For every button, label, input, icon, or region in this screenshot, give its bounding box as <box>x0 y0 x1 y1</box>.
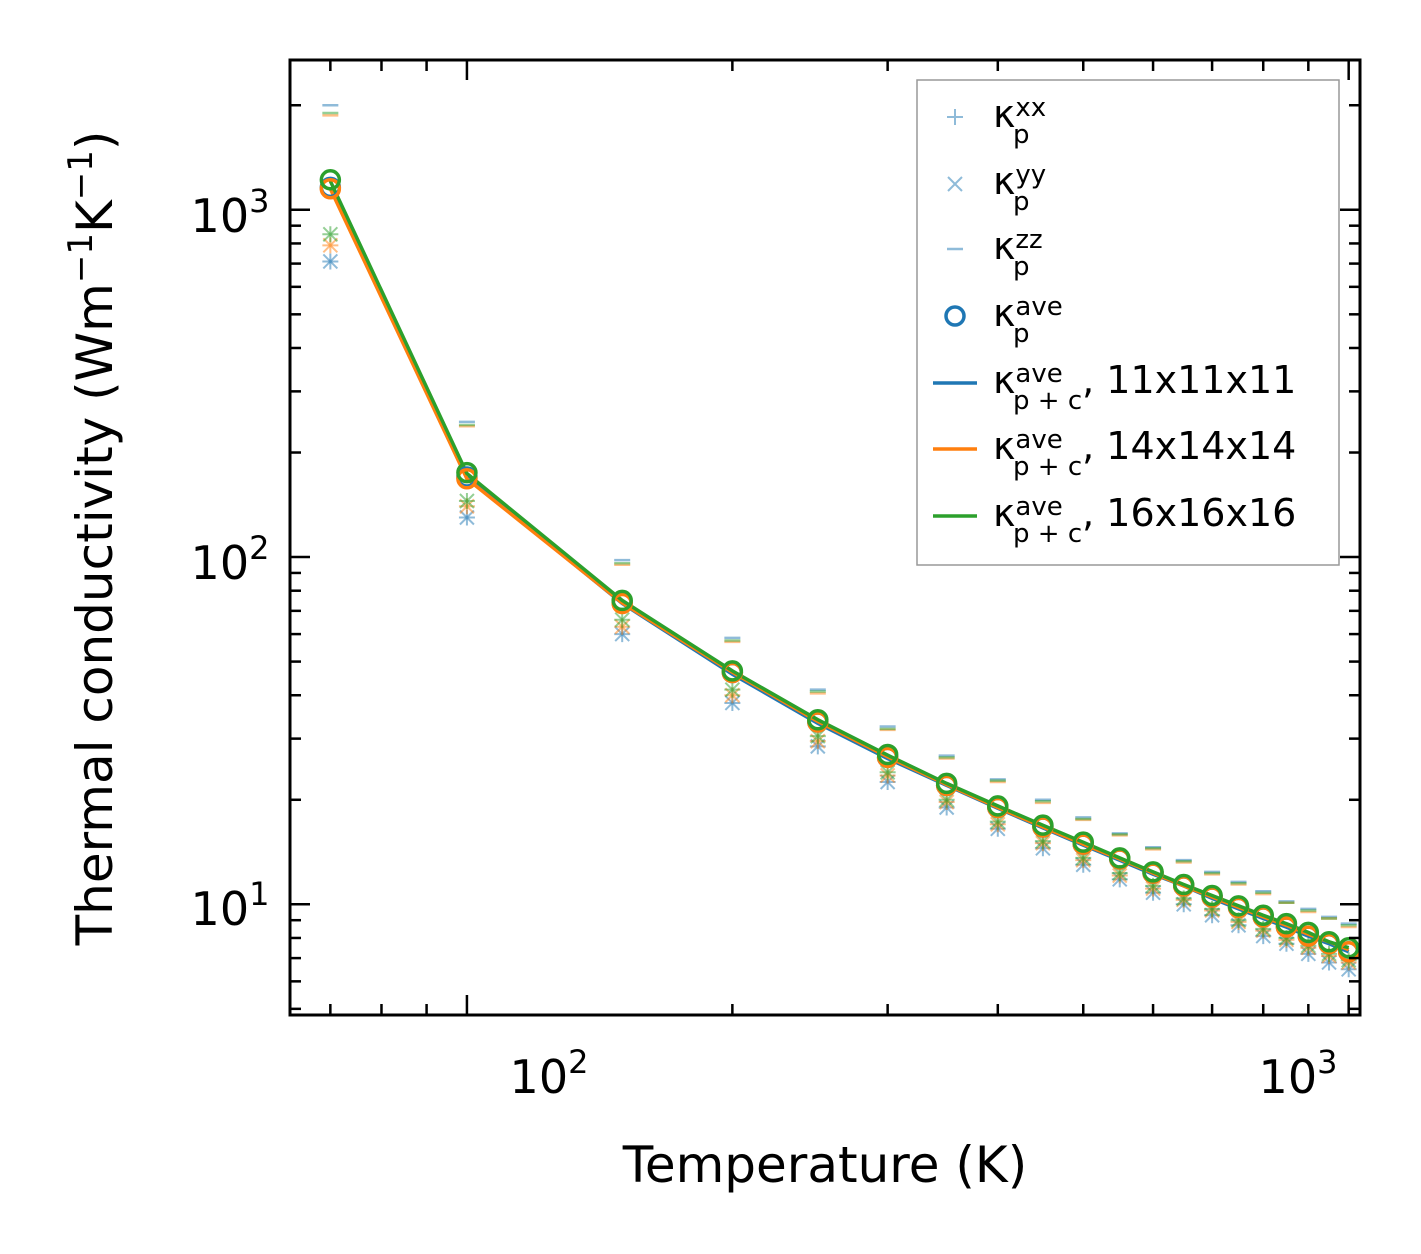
kave-point <box>1227 895 1250 917</box>
kave-point <box>456 461 478 484</box>
kyy-point <box>938 792 955 808</box>
series-line-16x16x16 <box>328 180 1350 950</box>
kave-point <box>1142 861 1164 883</box>
legend-swatches <box>933 109 977 518</box>
legend-swatch-1 <box>947 176 963 192</box>
kave-point <box>1318 931 1340 953</box>
y-tick-label-10: 101 <box>191 875 270 936</box>
x-tick-label-100: 102 <box>510 1043 589 1104</box>
kave-point <box>1337 936 1360 959</box>
legend-label-kave: κave p <box>993 291 1063 349</box>
kave-point <box>456 468 478 490</box>
kave-point <box>987 795 1009 817</box>
kave-point <box>1108 847 1131 869</box>
legend-label-kyy: κyy p <box>993 159 1046 217</box>
y-axis-label: Thermal conductivity (Wm−1K−1) <box>61 131 124 947</box>
kave-point <box>721 660 744 682</box>
series-16x16x16 <box>322 111 1357 969</box>
plot-marks <box>319 104 1360 978</box>
kave-point <box>1201 884 1223 907</box>
kave-point <box>319 177 342 200</box>
kave-point <box>1275 912 1298 935</box>
x-tick-label-1000: 103 <box>1259 1043 1338 1104</box>
y-tick-label-1000: 103 <box>191 182 270 243</box>
kave-point <box>319 169 342 191</box>
legend-swatch-3 <box>944 305 966 327</box>
kyy-point <box>614 612 630 628</box>
kyy-point <box>322 237 339 254</box>
kave-point <box>807 708 829 731</box>
kave-point <box>1172 873 1195 896</box>
kave-point <box>1297 921 1320 944</box>
axis-ticks <box>290 60 1360 1015</box>
legend-label-kxx: κxx p <box>993 92 1046 150</box>
x-axis-label: Temperature (K) <box>622 1136 1027 1194</box>
legend-label-kpc-14: κave p + c, 14x14x14 <box>993 424 1296 482</box>
kyy-point <box>459 509 475 526</box>
legend-label-kpc-16: κave p + c, 16x16x16 <box>993 491 1296 549</box>
kave-point <box>611 589 633 612</box>
kyy-point <box>459 493 475 509</box>
legend: κxx p κyy p κzz p κave p κave p + c, 11x11x11… <box>916 79 1340 566</box>
legend-label-kzz: κzz p <box>993 224 1043 282</box>
plot-frame <box>288 58 1362 1017</box>
y-tick-label-100: 102 <box>191 529 270 590</box>
legend-swatch-0 <box>947 109 963 125</box>
series-circles-16x16x16 <box>319 169 1360 959</box>
legend-frame <box>916 79 1340 566</box>
kyy-point <box>879 764 896 780</box>
kyy-point <box>322 253 339 270</box>
kave-point <box>1032 814 1054 836</box>
kave-point <box>935 772 958 795</box>
kave-point <box>876 743 899 766</box>
kave-point <box>1252 904 1274 927</box>
kyy-point <box>724 681 741 698</box>
kave-point <box>1072 831 1094 853</box>
kpc-line <box>328 180 1350 950</box>
legend-label-kpc-11: κave p + c, 11x11x11 <box>993 358 1296 416</box>
kyy-point <box>322 226 339 243</box>
